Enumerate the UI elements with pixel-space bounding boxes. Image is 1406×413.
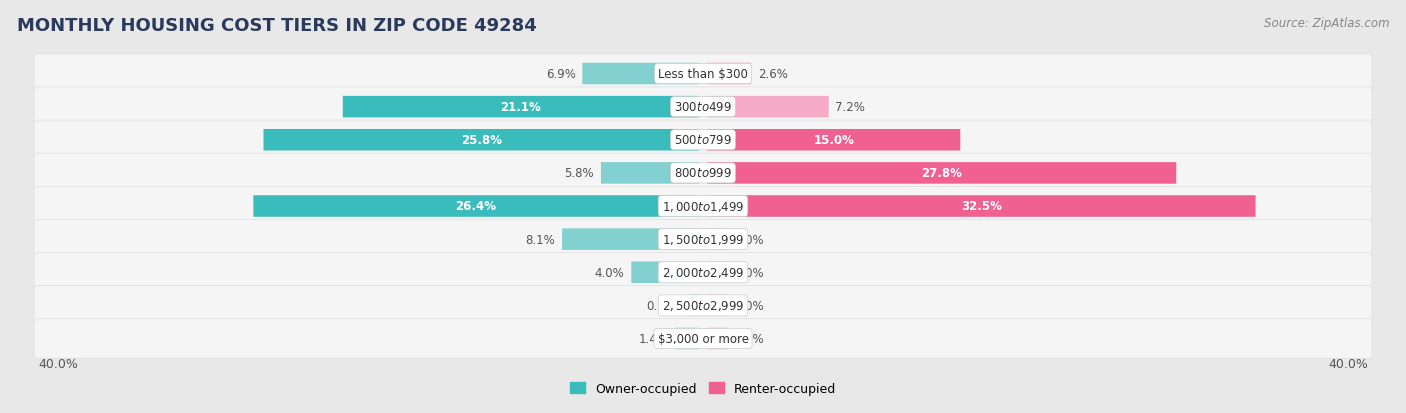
FancyBboxPatch shape: [707, 196, 1256, 217]
Text: 0.0%: 0.0%: [734, 332, 763, 345]
Text: MONTHLY HOUSING COST TIERS IN ZIP CODE 49284: MONTHLY HOUSING COST TIERS IN ZIP CODE 4…: [17, 17, 537, 34]
FancyBboxPatch shape: [707, 229, 727, 250]
Text: 32.5%: 32.5%: [960, 200, 1002, 213]
Text: 6.9%: 6.9%: [546, 68, 575, 81]
Text: 21.1%: 21.1%: [501, 101, 541, 114]
FancyBboxPatch shape: [707, 64, 751, 85]
Text: 1.4%: 1.4%: [638, 332, 668, 345]
Text: 0.0%: 0.0%: [734, 233, 763, 246]
Text: $1,500 to $1,999: $1,500 to $1,999: [662, 233, 744, 247]
Text: 27.8%: 27.8%: [921, 167, 962, 180]
FancyBboxPatch shape: [582, 64, 699, 85]
Text: $2,500 to $2,999: $2,500 to $2,999: [662, 299, 744, 313]
FancyBboxPatch shape: [343, 97, 699, 118]
Text: 40.0%: 40.0%: [1327, 357, 1368, 370]
Text: 5.8%: 5.8%: [565, 167, 595, 180]
FancyBboxPatch shape: [34, 220, 1372, 259]
Text: 8.1%: 8.1%: [526, 233, 555, 246]
Text: 40.0%: 40.0%: [38, 357, 79, 370]
Text: 0.0%: 0.0%: [734, 266, 763, 279]
FancyBboxPatch shape: [34, 154, 1372, 193]
FancyBboxPatch shape: [34, 253, 1372, 292]
FancyBboxPatch shape: [707, 295, 727, 316]
Legend: Owner-occupied, Renter-occupied: Owner-occupied, Renter-occupied: [569, 382, 837, 395]
Text: $500 to $799: $500 to $799: [673, 134, 733, 147]
FancyBboxPatch shape: [34, 88, 1372, 127]
Text: $2,000 to $2,499: $2,000 to $2,499: [662, 266, 744, 280]
FancyBboxPatch shape: [690, 295, 699, 316]
Text: 0.0%: 0.0%: [734, 299, 763, 312]
FancyBboxPatch shape: [263, 130, 699, 151]
Text: $800 to $999: $800 to $999: [673, 167, 733, 180]
Text: $1,000 to $1,499: $1,000 to $1,499: [662, 199, 744, 214]
Text: 2.6%: 2.6%: [758, 68, 787, 81]
FancyBboxPatch shape: [631, 262, 699, 283]
Text: 15.0%: 15.0%: [813, 134, 855, 147]
FancyBboxPatch shape: [707, 328, 727, 349]
FancyBboxPatch shape: [600, 163, 699, 184]
Text: 26.4%: 26.4%: [456, 200, 496, 213]
FancyBboxPatch shape: [707, 163, 1177, 184]
FancyBboxPatch shape: [562, 229, 699, 250]
FancyBboxPatch shape: [34, 187, 1372, 226]
FancyBboxPatch shape: [34, 121, 1372, 160]
Text: Less than $300: Less than $300: [658, 68, 748, 81]
Text: 25.8%: 25.8%: [461, 134, 502, 147]
Text: Source: ZipAtlas.com: Source: ZipAtlas.com: [1264, 17, 1389, 29]
FancyBboxPatch shape: [253, 196, 699, 217]
FancyBboxPatch shape: [675, 328, 699, 349]
Text: 4.0%: 4.0%: [595, 266, 624, 279]
Text: 0.54%: 0.54%: [645, 299, 683, 312]
FancyBboxPatch shape: [34, 319, 1372, 358]
Text: 7.2%: 7.2%: [835, 101, 865, 114]
FancyBboxPatch shape: [34, 55, 1372, 94]
Text: $3,000 or more: $3,000 or more: [658, 332, 748, 345]
FancyBboxPatch shape: [34, 286, 1372, 325]
Text: $300 to $499: $300 to $499: [673, 101, 733, 114]
FancyBboxPatch shape: [707, 130, 960, 151]
FancyBboxPatch shape: [707, 97, 828, 118]
FancyBboxPatch shape: [707, 262, 727, 283]
